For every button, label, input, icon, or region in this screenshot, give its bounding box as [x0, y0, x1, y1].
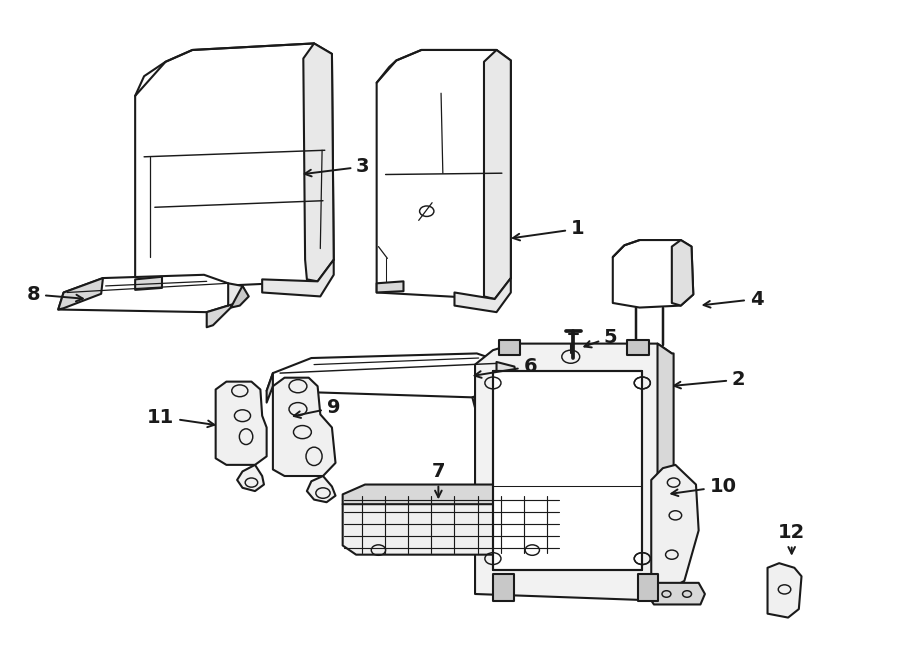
Polygon shape [231, 286, 248, 307]
Polygon shape [500, 340, 520, 356]
Text: 12: 12 [778, 523, 806, 554]
Polygon shape [237, 465, 264, 491]
Polygon shape [638, 574, 658, 601]
Polygon shape [475, 344, 673, 601]
Polygon shape [216, 381, 266, 465]
Polygon shape [135, 277, 162, 290]
Polygon shape [343, 485, 562, 504]
Polygon shape [307, 476, 336, 502]
Text: 11: 11 [148, 408, 214, 427]
Polygon shape [658, 344, 673, 601]
Polygon shape [377, 282, 403, 292]
Polygon shape [493, 574, 515, 601]
Polygon shape [768, 563, 802, 617]
Polygon shape [58, 275, 235, 312]
Polygon shape [343, 494, 562, 555]
Polygon shape [484, 50, 511, 299]
Polygon shape [652, 465, 698, 590]
Polygon shape [229, 284, 246, 305]
Polygon shape [472, 373, 506, 408]
Polygon shape [266, 373, 273, 403]
Text: 10: 10 [671, 477, 736, 496]
Text: 8: 8 [27, 285, 83, 304]
Text: 3: 3 [304, 157, 370, 176]
Polygon shape [627, 340, 649, 356]
Text: 1: 1 [513, 219, 584, 241]
Polygon shape [493, 371, 643, 570]
Polygon shape [273, 377, 336, 476]
Text: 4: 4 [704, 290, 763, 309]
Text: 6: 6 [474, 357, 537, 378]
Text: 5: 5 [584, 328, 617, 348]
Polygon shape [135, 44, 334, 290]
Text: 9: 9 [293, 399, 340, 418]
Polygon shape [671, 240, 693, 305]
Text: 2: 2 [674, 370, 745, 389]
Polygon shape [266, 354, 506, 397]
Polygon shape [303, 44, 334, 282]
Polygon shape [613, 240, 693, 307]
Polygon shape [652, 583, 705, 604]
Polygon shape [207, 292, 235, 327]
Polygon shape [454, 278, 511, 312]
Polygon shape [262, 260, 334, 296]
Polygon shape [58, 278, 103, 309]
Polygon shape [497, 362, 518, 389]
Polygon shape [377, 50, 511, 299]
Text: 7: 7 [432, 462, 446, 497]
